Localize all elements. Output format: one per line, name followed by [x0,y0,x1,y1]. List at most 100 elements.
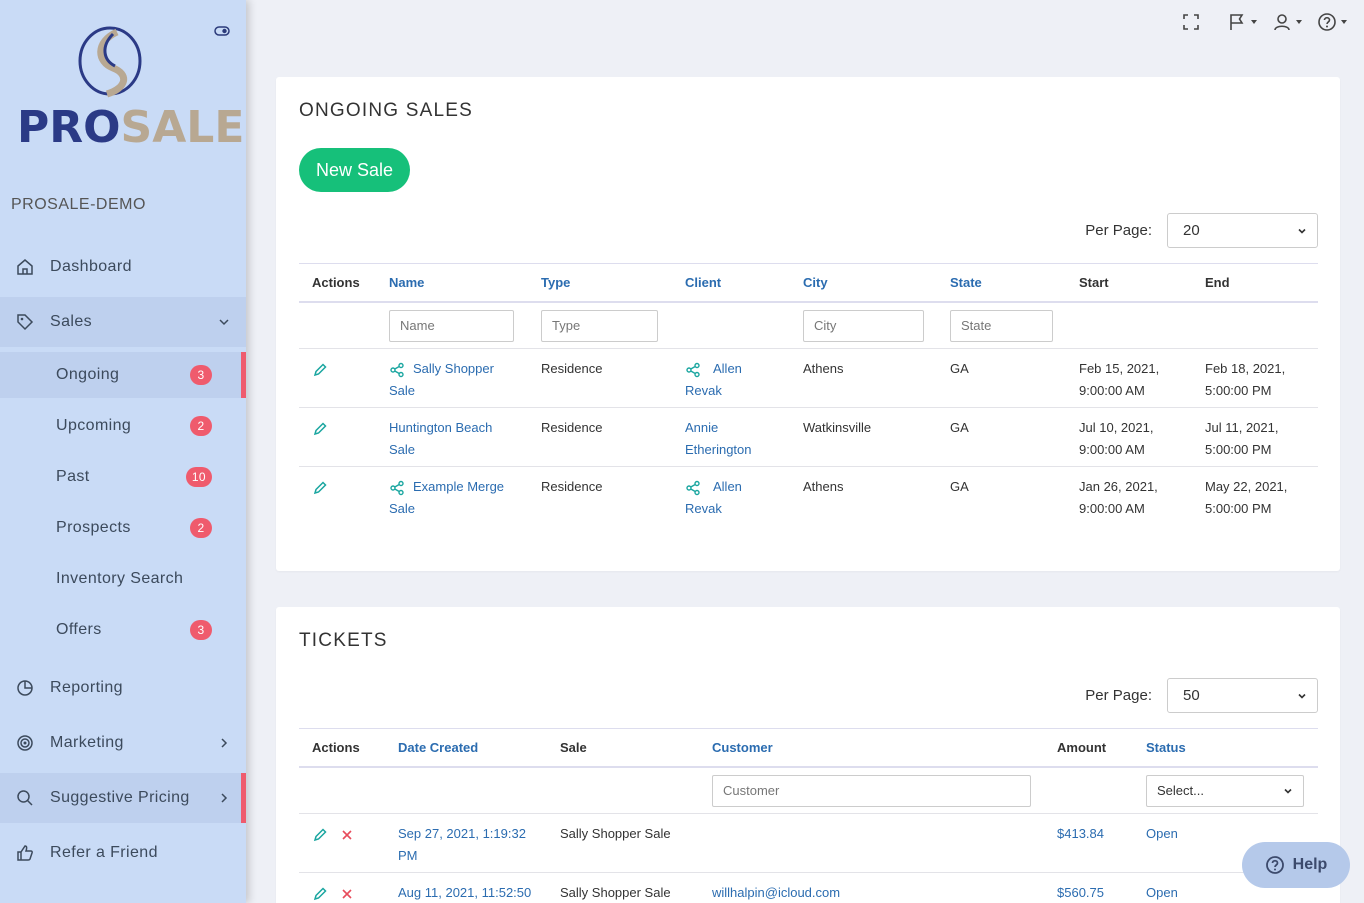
brand-part1: PRO [17,102,121,153]
edit-icon[interactable] [312,421,328,437]
sale-name-link[interactable]: Sale [389,383,416,398]
count-badge: 3 [190,620,212,640]
count-badge: 2 [190,518,212,538]
share-icon[interactable] [685,480,701,496]
table-row: Example Merge Sale Residence Allen Revak A… [299,467,1318,526]
date-created-link[interactable]: Aug 11, 2021, 11:52:50 [398,885,532,900]
column-header-customer[interactable]: Customer [699,728,1044,768]
sale-name-link[interactable]: Sale [389,442,416,457]
sidebar-item-sales[interactable]: Sales [0,297,246,347]
sidebar-item-marketing[interactable]: Marketing [0,718,246,768]
top-toolbar [1181,10,1348,34]
client-link[interactable]: Annie [685,420,719,435]
caret-down-icon [1296,20,1302,24]
amount-link[interactable]: $560.75 [1044,872,1133,903]
share-icon[interactable] [685,362,701,378]
toggle-icon[interactable] [214,25,230,37]
delete-icon[interactable] [340,887,354,901]
chevron-right-icon [221,738,228,748]
client-link[interactable]: Revak [685,383,722,398]
column-header-amount: Amount [1044,728,1133,768]
date-created-link[interactable]: Sep 27, 2021, 1:19:32 [398,826,526,841]
status-filter-select[interactable]: Select... [1146,774,1304,807]
edit-icon[interactable] [312,480,328,496]
sale-name-link[interactable]: Sale [389,501,416,516]
question-circle-icon [1265,856,1284,874]
column-header-name[interactable]: Name [376,263,528,303]
per-page-control: Per Page: 20 [1085,213,1318,248]
new-sale-button[interactable]: New Sale [299,148,410,192]
help-menu-button[interactable] [1317,12,1348,32]
customer-filter-input[interactable]: Customer [712,774,1031,807]
sidebar-item-offers[interactable]: Offers 3 [0,607,246,653]
edit-icon[interactable] [312,827,328,843]
name-filter-input[interactable]: Name [389,309,514,342]
per-page-select[interactable]: 20 [1167,213,1318,248]
share-icon[interactable] [389,480,405,496]
fullscreen-icon [1183,14,1199,30]
sidebar-item-reporting[interactable]: Reporting [0,663,246,713]
sale-name-link[interactable]: Example Merge [413,479,505,494]
tickets-card: TICKETS Per Page: 50 Actions Date Create… [276,607,1340,903]
user-menu-button[interactable] [1272,12,1303,32]
sidebar-item-refer-a-friend[interactable]: Refer a Friend [0,828,246,878]
start-cell: Jan 26, 2021, [1079,479,1158,494]
city-cell: Watkinsville [790,407,937,467]
column-header-end: End [1192,263,1318,303]
per-page-value: 50 [1183,687,1200,704]
column-header-client[interactable]: Client [672,263,790,303]
sidebar-item-past[interactable]: Past 10 [0,454,246,500]
count-badge: 2 [190,416,212,436]
per-page-select[interactable]: 50 [1167,678,1318,713]
sidebar-item-label: Reporting [50,679,123,696]
edit-icon[interactable] [312,362,328,378]
column-header-start: Start [1066,263,1192,303]
column-header-state[interactable]: State [937,263,1066,303]
client-link[interactable]: Revak [685,501,722,516]
column-header-date-created[interactable]: Date Created [385,728,547,768]
end-time: 5:00:00 PM [1205,383,1272,398]
sidebar-item-suggestive-pricing[interactable]: Suggestive Pricing [0,773,246,823]
sale-name-link[interactable]: Sally Shopper [413,361,494,376]
city-cell: Athens [803,479,844,494]
sidebar-item-inventory-search[interactable]: Inventory Search [0,556,246,602]
type-cell: Residence [528,407,672,467]
amount-link[interactable]: $413.84 [1044,813,1133,873]
fullscreen-button[interactable] [1181,12,1201,32]
column-header-sale: Sale [547,728,699,768]
start-time: 9:00:00 AM [1079,383,1145,398]
client-link[interactable]: Etherington [685,442,752,457]
sidebar-item-prospects[interactable]: Prospects 2 [0,505,246,551]
column-header-city[interactable]: City [790,263,937,303]
chevron-down-icon [1284,788,1292,794]
table-row: Sally Shopper Sale Residence Allen Revak A… [299,348,1318,408]
sidebar-item-label: Inventory Search [56,570,184,587]
sidebar-item-ongoing[interactable]: Ongoing 3 [0,352,246,398]
sidebar-item-dashboard[interactable]: Dashboard [0,242,246,292]
column-header-status[interactable]: Status [1133,728,1318,768]
column-header-type[interactable]: Type [528,263,672,303]
prosale-logo[interactable]: PROSALE [17,24,244,153]
help-button[interactable]: Help [1242,842,1350,888]
count-badge: 10 [185,467,212,487]
customer-link[interactable]: willhalpin@icloud.com [699,872,1044,903]
delete-icon[interactable] [340,828,354,842]
chevron-down-icon [219,319,229,326]
client-link[interactable]: Allen [713,479,742,494]
customer-link[interactable] [699,813,1044,873]
sidebar-item-label: Upcoming [56,417,132,434]
sale-name-link[interactable]: Huntington Beach [389,420,493,435]
edit-icon[interactable] [312,886,328,902]
type-filter-input[interactable]: Type [541,309,658,342]
tag-icon [17,314,34,331]
client-link[interactable]: Allen [713,361,742,376]
end-time: 5:00:00 PM [1205,442,1272,457]
share-icon[interactable] [389,362,405,378]
state-filter-input[interactable]: State [950,309,1053,342]
date-created-link[interactable]: PM [398,848,418,863]
user-icon [1274,14,1290,31]
city-filter-input[interactable]: City [803,309,924,342]
sidebar-item-upcoming[interactable]: Upcoming 2 [0,403,246,449]
flag-menu-button[interactable] [1227,12,1258,32]
end-cell: Jul 11, 2021, [1205,420,1279,435]
